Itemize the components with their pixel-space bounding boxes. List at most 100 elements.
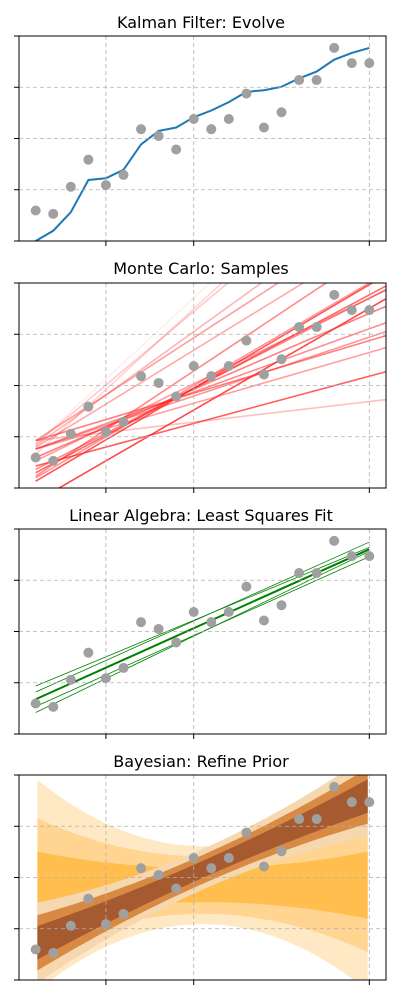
data-point xyxy=(223,853,234,864)
data-point xyxy=(346,305,357,316)
data-point xyxy=(223,114,234,125)
data-point xyxy=(311,322,322,333)
data-point xyxy=(118,662,129,673)
data-point xyxy=(83,893,94,904)
panel-kalman-filter: Kalman Filter: Evolve xyxy=(14,13,387,246)
data-point xyxy=(118,169,129,180)
sample-line xyxy=(35,283,280,442)
data-point xyxy=(136,863,147,874)
data-point xyxy=(258,122,269,133)
data-point xyxy=(241,335,252,346)
data-point xyxy=(294,322,305,333)
data-point xyxy=(136,124,147,135)
data-point xyxy=(206,617,217,628)
data-point xyxy=(276,600,287,611)
data-point xyxy=(153,869,164,880)
data-point xyxy=(171,883,182,894)
sample-line xyxy=(35,283,230,445)
data-point xyxy=(171,637,182,648)
data-point xyxy=(258,369,269,380)
data-point xyxy=(65,428,76,439)
sample-line xyxy=(35,283,263,447)
plot-area xyxy=(35,541,370,713)
data-point xyxy=(364,797,375,808)
data-point xyxy=(294,75,305,86)
data-point xyxy=(206,863,217,874)
data-point xyxy=(188,607,199,618)
data-point xyxy=(30,205,41,216)
sample-line xyxy=(35,283,212,445)
data-point xyxy=(100,427,111,438)
data-point xyxy=(153,377,164,388)
data-point xyxy=(364,551,375,562)
data-point xyxy=(294,814,305,825)
data-point xyxy=(83,154,94,165)
plot-area xyxy=(37,775,368,980)
data-point xyxy=(311,814,322,825)
data-point xyxy=(188,361,199,372)
data-point xyxy=(30,698,41,709)
data-point xyxy=(100,919,111,930)
chart-title: Linear Algebra: Least Squares Fit xyxy=(69,506,333,525)
data-point xyxy=(30,944,41,955)
sample-line xyxy=(35,289,386,462)
data-point xyxy=(276,846,287,857)
data-point xyxy=(329,42,340,53)
plot-area xyxy=(35,46,370,241)
data-point xyxy=(30,452,41,463)
data-point xyxy=(346,58,357,69)
data-point xyxy=(100,673,111,684)
sample-line xyxy=(35,305,386,459)
data-point xyxy=(346,797,357,808)
data-point xyxy=(258,861,269,872)
data-point xyxy=(83,401,94,412)
data-point xyxy=(171,391,182,402)
panel-monte-carlo: Monte Carlo: Samples xyxy=(14,259,387,493)
data-point xyxy=(258,615,269,626)
data-point xyxy=(118,908,129,919)
data-point xyxy=(100,180,111,191)
sample-line xyxy=(35,288,386,471)
data-point xyxy=(153,130,164,141)
panel-least-squares: Linear Algebra: Least Squares Fit xyxy=(14,506,387,739)
data-point xyxy=(48,208,59,219)
data-point xyxy=(118,416,129,427)
data-point xyxy=(223,607,234,618)
data-point xyxy=(136,617,147,628)
chart-title: Monte Carlo: Samples xyxy=(113,259,289,278)
data-point xyxy=(188,853,199,864)
upper-envelope-line xyxy=(35,546,370,687)
data-point xyxy=(223,361,234,372)
data-point xyxy=(65,674,76,685)
data-point xyxy=(311,75,322,86)
data-point xyxy=(48,947,59,958)
data-point xyxy=(206,371,217,382)
sample-line xyxy=(35,283,224,455)
filter-line xyxy=(35,46,370,241)
data-point xyxy=(364,305,375,316)
data-point xyxy=(136,371,147,382)
data-point xyxy=(171,144,182,155)
data-point xyxy=(241,827,252,838)
data-point xyxy=(276,354,287,365)
data-point xyxy=(241,88,252,99)
data-point xyxy=(206,124,217,135)
panel-bayesian: Bayesian: Refine Prior xyxy=(14,752,387,985)
data-point xyxy=(65,181,76,192)
data-point xyxy=(241,581,252,592)
sample-line xyxy=(35,321,386,450)
data-point xyxy=(48,701,59,712)
sample-line xyxy=(35,370,386,467)
chart-title: Bayesian: Refine Prior xyxy=(113,752,289,771)
data-point xyxy=(329,289,340,300)
data-point xyxy=(153,623,164,634)
chart-title: Kalman Filter: Evolve xyxy=(117,13,285,32)
sample-line xyxy=(35,283,305,449)
data-point xyxy=(364,58,375,69)
data-point xyxy=(276,107,287,118)
data-point xyxy=(346,551,357,562)
data-point xyxy=(48,455,59,466)
data-point xyxy=(329,535,340,546)
sample-line xyxy=(57,297,386,488)
